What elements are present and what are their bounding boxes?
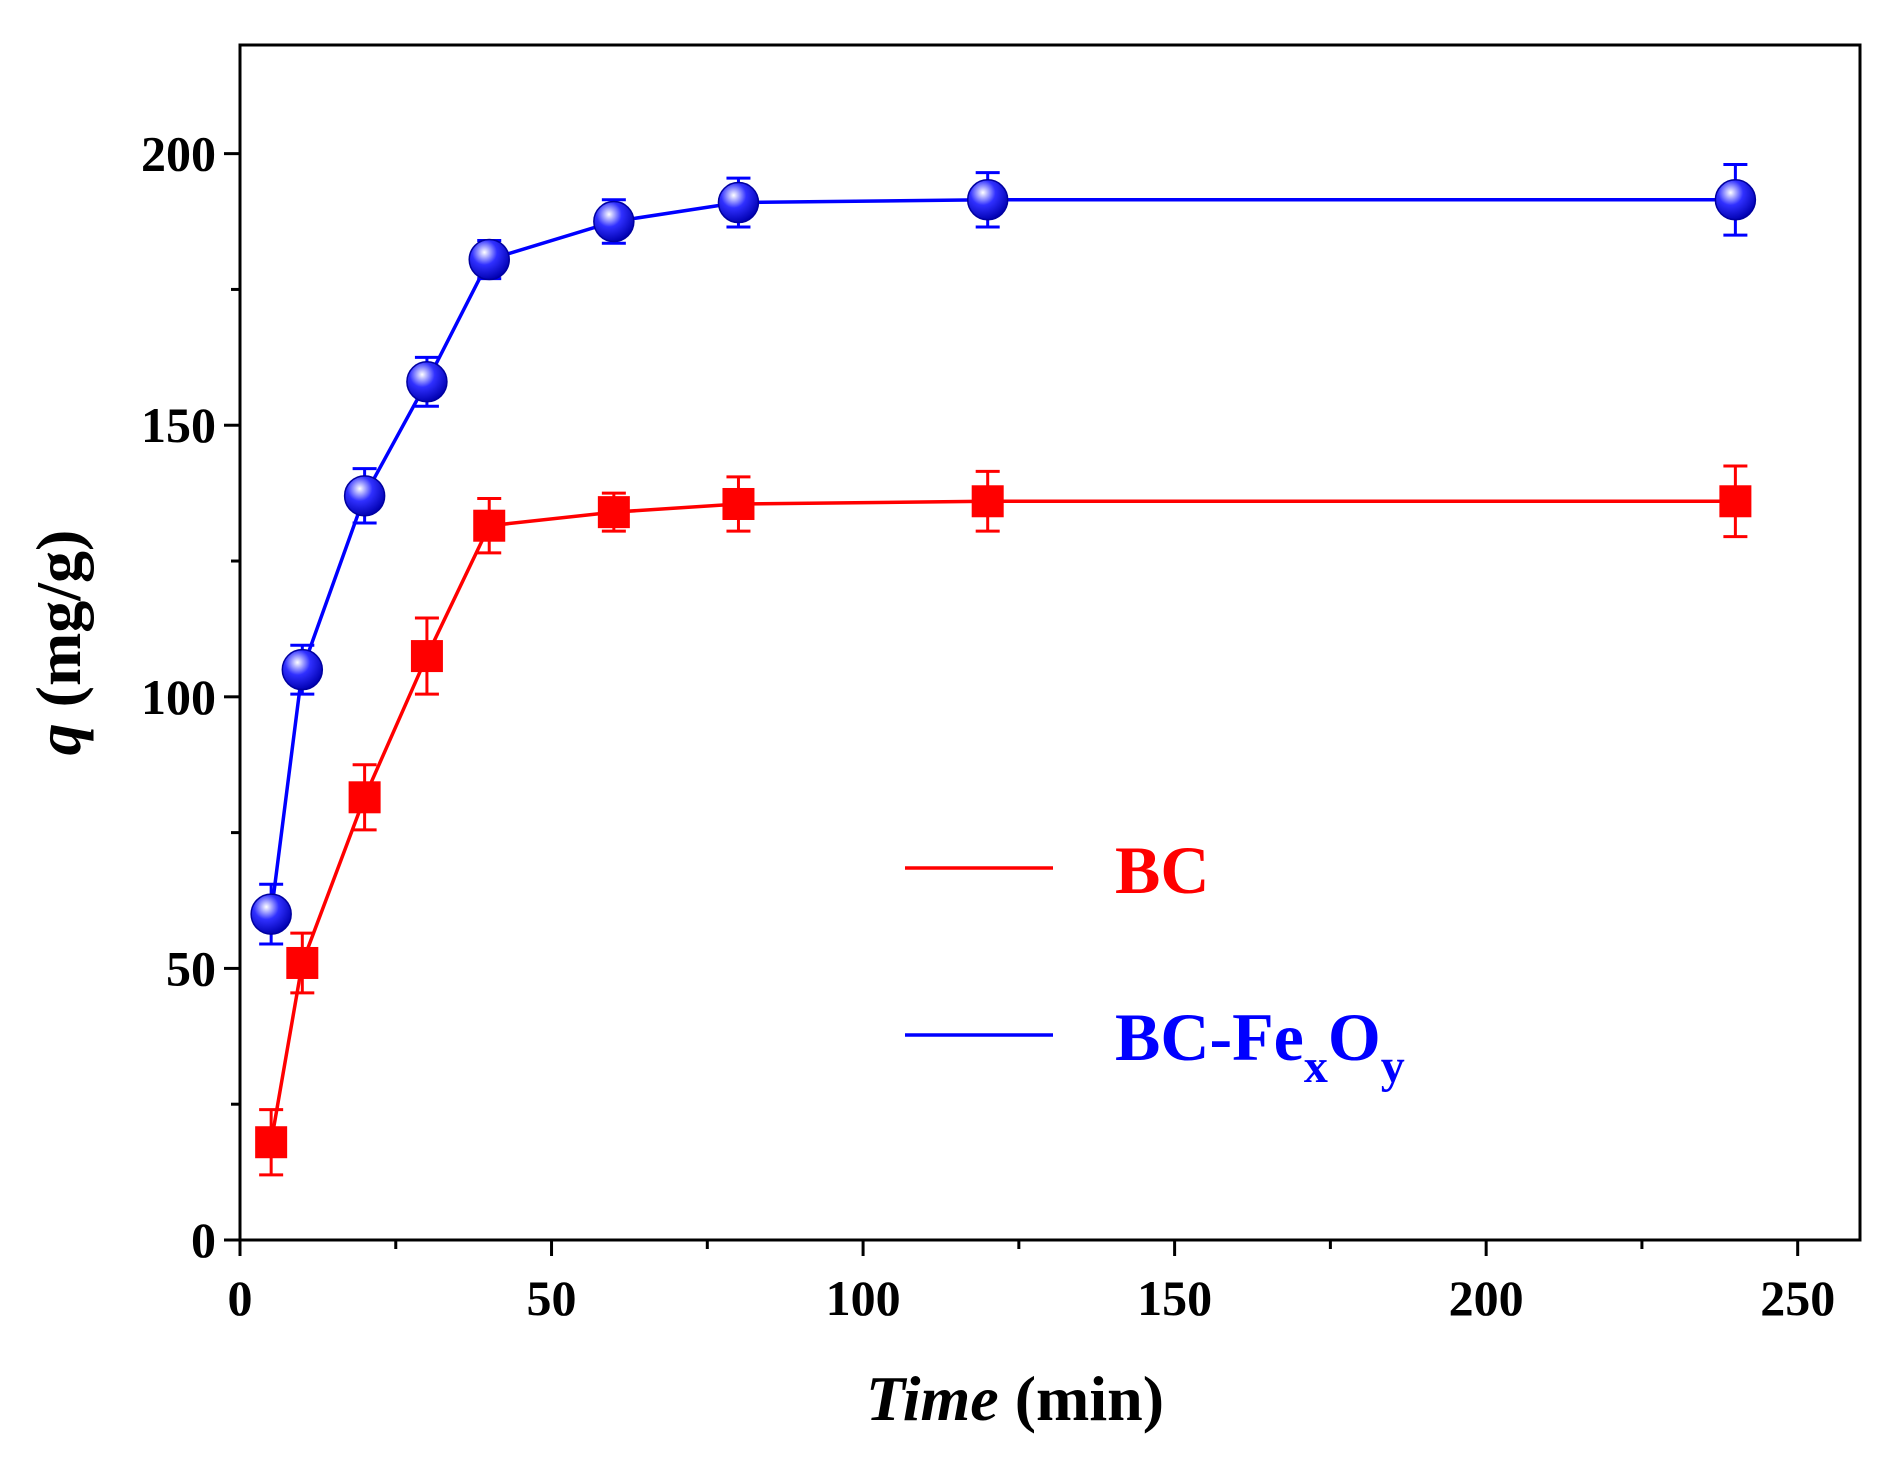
y-tick-label: 100 (141, 669, 216, 725)
data-point (250, 893, 292, 935)
x-tick-label: 200 (1449, 1270, 1524, 1326)
series-bc (255, 464, 1752, 1177)
y-tick-label: 50 (166, 940, 216, 996)
data-point (597, 496, 630, 529)
y-tick-label: 200 (141, 126, 216, 182)
data-point (473, 509, 506, 542)
series-line (269, 198, 1736, 915)
data-point (343, 475, 386, 517)
data-point (468, 238, 510, 281)
x-tick-label: 0 (228, 1270, 253, 1326)
data-point (255, 1126, 288, 1159)
legend-label: BC-FexOy (1115, 999, 1405, 1093)
data-point (1719, 485, 1752, 518)
series-bc-fexoy (250, 163, 1757, 946)
x-tick-label: 250 (1760, 1270, 1835, 1326)
data-point (722, 487, 755, 520)
data-point (348, 781, 381, 814)
data-point (281, 648, 324, 691)
x-axis-label: Time (min) (866, 1363, 1164, 1434)
data-point (966, 179, 1009, 221)
data-point (593, 200, 635, 243)
x-tick-label: 150 (1137, 1270, 1212, 1326)
data-point (1714, 179, 1757, 221)
y-tick-label: 0 (191, 1212, 216, 1268)
series-line (269, 499, 1736, 1143)
x-tick-label: 100 (826, 1270, 901, 1326)
data-point (406, 361, 448, 403)
x-tick-label: 50 (527, 1270, 577, 1326)
data-point (286, 946, 319, 979)
legend-label: BC (1115, 832, 1209, 908)
data-point (717, 181, 760, 224)
y-axis-label: q (mg/g) (23, 530, 94, 756)
data-point (410, 640, 443, 673)
plot-frame (238, 43, 1862, 1242)
y-tick-label: 150 (141, 397, 216, 453)
data-point (971, 485, 1004, 518)
